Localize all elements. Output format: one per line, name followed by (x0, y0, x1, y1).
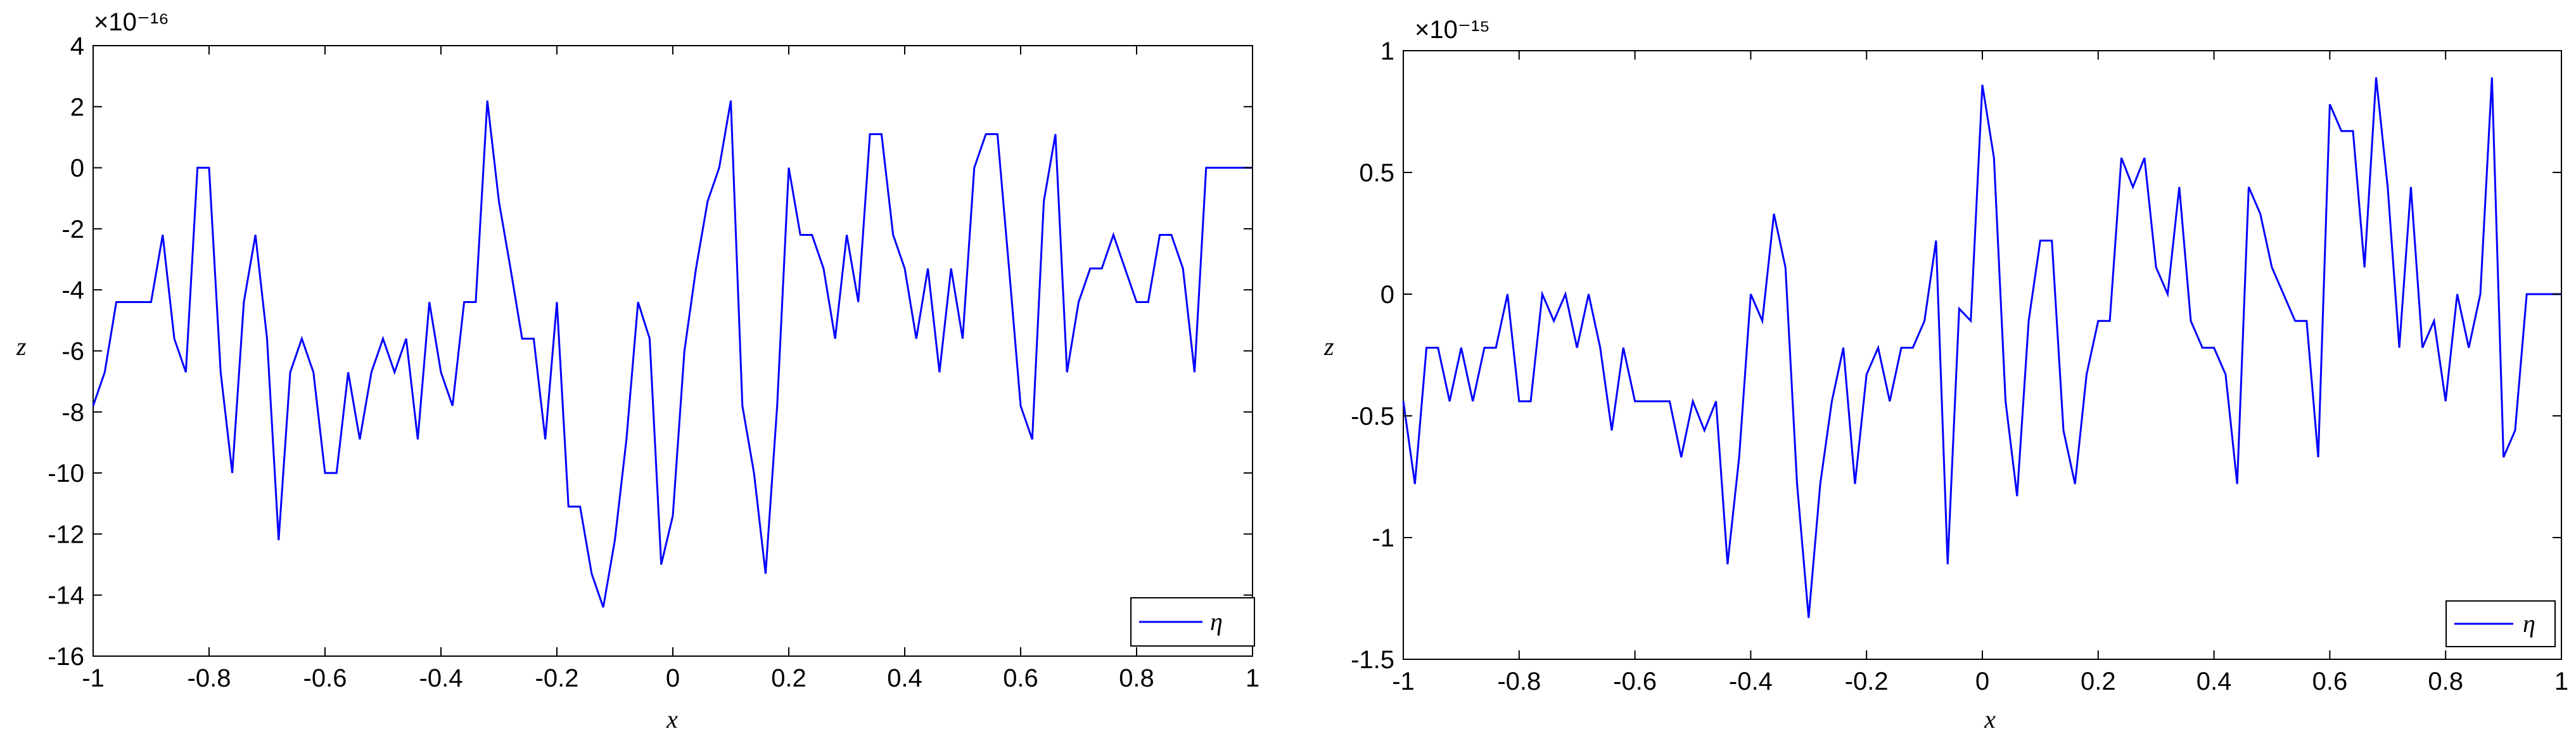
y-tick-label: -12 (48, 520, 84, 548)
y-tick-label: -8 (61, 399, 84, 427)
x-tick-label: 1 (1246, 664, 1259, 692)
legend-label: η (1210, 607, 1223, 636)
x-tick-label: -0.6 (303, 664, 347, 692)
x-tick-label: -1 (1392, 668, 1415, 695)
series-line-eta (1402, 77, 2561, 618)
legend-label: η (2523, 609, 2535, 638)
x-tick-label: -0.8 (1497, 668, 1541, 695)
y-tick-label: -4 (61, 276, 84, 304)
y-exponent-label: ×10⁻¹⁵ (1415, 16, 1490, 44)
y-tick-label: -1 (1372, 524, 1394, 552)
y-tick-label: -14 (48, 582, 84, 610)
legend: η (2445, 600, 2556, 647)
x-tick-label: 0.4 (887, 664, 922, 692)
y-tick-label: -0.5 (1351, 403, 1394, 430)
y-tick-label: -2 (61, 216, 84, 243)
y-tick-label: 0 (1380, 281, 1394, 309)
x-tick-label: 0.2 (2081, 668, 2116, 695)
series-line-eta (92, 100, 1253, 608)
x-tick-label: -1 (82, 664, 105, 692)
right-chart-panel: ×10⁻¹⁵ z x η -1 -0.8 -0.6 -0.4 -0.2 0 0.2 0.4 0.… (1323, 16, 2568, 733)
x-tick-label: 0.8 (2428, 668, 2463, 695)
y-tick-label: -16 (48, 643, 84, 671)
y-tick-label: 0.5 (1359, 159, 1394, 187)
x-tick-label: 1 (2554, 668, 2568, 695)
x-tick-label: 0.6 (2312, 668, 2348, 695)
y-tick-label: -10 (48, 460, 84, 487)
x-tick-label: 0.4 (2197, 668, 2232, 695)
x-axis-label: x (666, 705, 678, 733)
x-tick-label: -0.4 (419, 664, 463, 692)
x-tick-label: -0.6 (1613, 668, 1657, 695)
x-axis-label: x (1984, 705, 1996, 733)
left-chart-panel: ×10⁻¹⁶ z x η -1 -0.8 -0.6 -0.4 -0.2 0 0.2 0.4 0.… (16, 8, 1259, 733)
y-tick-label: 0 (70, 155, 84, 183)
x-tick-label: 0.6 (1003, 664, 1038, 692)
x-tick-label: 0.2 (771, 664, 807, 692)
x-tick-label: 0 (1975, 668, 1989, 695)
y-tick-label: -1.5 (1351, 646, 1394, 674)
y-axis-label: z (16, 332, 27, 361)
y-tick-label: 1 (1380, 37, 1394, 65)
x-tick-label: 0 (666, 664, 680, 692)
y-axis-label: z (1323, 332, 1334, 361)
legend: η (1130, 597, 1255, 647)
y-exponent-label: ×10⁻¹⁶ (94, 8, 169, 36)
y-tick-label: 4 (70, 32, 84, 60)
x-tick-label: -0.8 (188, 664, 231, 692)
x-tick-label: -0.4 (1729, 668, 1773, 695)
y-tick-label: 2 (70, 93, 84, 121)
x-tick-label: -0.2 (535, 664, 579, 692)
y-tick-label: -6 (61, 338, 84, 366)
x-tick-label: 0.8 (1119, 664, 1154, 692)
x-tick-label: -0.2 (1845, 668, 1889, 695)
